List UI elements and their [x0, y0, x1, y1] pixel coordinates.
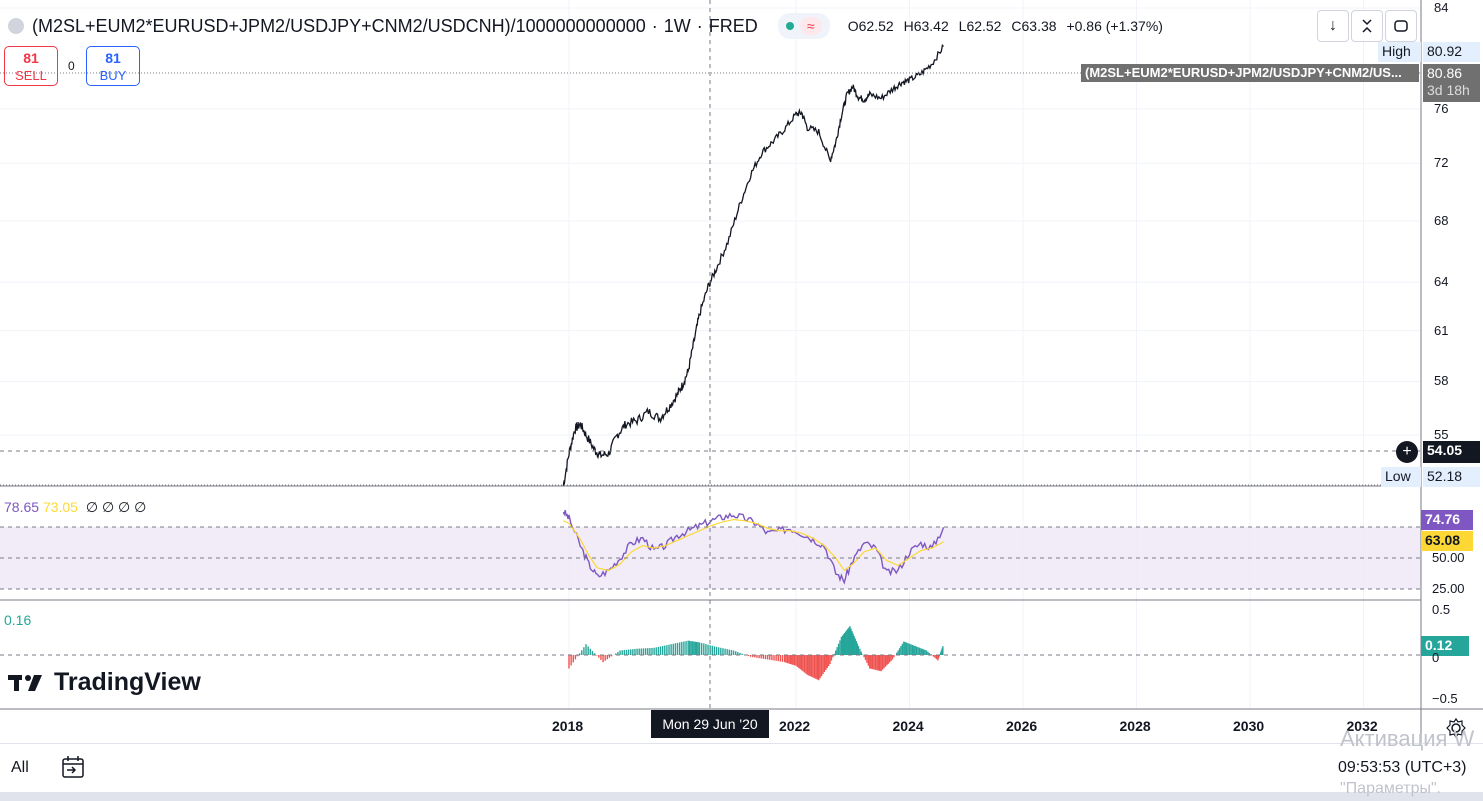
hist-tick: 0 — [1432, 650, 1440, 665]
bottom-toolbar: All 09:53:53 (UTC+3) — [0, 743, 1483, 792]
price-line-series — [562, 44, 945, 486]
tradingview-logo[interactable]: TradingView — [8, 668, 201, 697]
collapse-icon[interactable] — [1351, 10, 1383, 42]
hist-tick: 0.5 — [1432, 602, 1451, 617]
last-price-tag: 80.86 3d 18h — [1423, 64, 1480, 102]
price-tick: 55 — [1434, 427, 1449, 442]
time-tick: 2026 — [1006, 718, 1038, 734]
price-tick: 68 — [1434, 213, 1449, 229]
separator: · — [651, 15, 658, 36]
source-label: FRED — [708, 15, 758, 36]
crosshair-price-tag: 54.05 — [1423, 441, 1480, 463]
hist-value-tag: 0.12 — [1421, 636, 1469, 656]
crosshair-time-tag: Mon 29 Jun '20 — [651, 710, 769, 738]
hist-legend: 0.16 — [4, 612, 32, 628]
high-value: 80.92 — [1423, 42, 1480, 62]
ma-value-tag: 63.08 — [1421, 531, 1473, 551]
time-tick: 2030 — [1233, 718, 1265, 734]
time-tick: 2024 — [892, 718, 924, 734]
sell-button[interactable]: 81 SELL — [4, 46, 58, 86]
market-status[interactable]: ≈ — [777, 13, 830, 39]
symbol-logo-icon — [8, 18, 24, 34]
time-tick: 2022 — [779, 718, 811, 734]
high-label: High — [1378, 42, 1421, 62]
time-tick: 2028 — [1119, 718, 1151, 734]
refresh-icon[interactable] — [1385, 10, 1417, 42]
range-all-button[interactable]: All — [11, 759, 29, 776]
wave-icon: ≈ — [799, 17, 822, 35]
hist-tick: −0.5 — [1432, 691, 1458, 706]
tv-logo-icon — [8, 674, 42, 691]
rsi-ma-line — [563, 518, 944, 572]
clock[interactable]: 09:53:53 (UTC+3) — [1338, 759, 1467, 776]
rsi-series — [562, 509, 945, 585]
chart-header: (M2SL+EUM2*EURUSD+JPM2/USDJPY+CNM2/USDCN… — [0, 8, 1169, 44]
activation-watermark: Активация W — [1340, 726, 1475, 751]
plus-icon[interactable]: + — [1396, 441, 1418, 463]
buy-button[interactable]: 81 BUY — [86, 46, 140, 86]
rsi-tick: 50.00 — [1432, 550, 1465, 565]
goto-date-icon[interactable] — [60, 754, 86, 785]
bottom-strip — [0, 792, 1483, 801]
rsi-tick: 25.00 — [1432, 581, 1465, 596]
time-tick: 2032 — [1346, 718, 1378, 734]
time-tick: 2018 — [552, 718, 584, 734]
separator: · — [696, 15, 703, 36]
price-tick: 84 — [1434, 0, 1449, 15]
status-dot-icon — [785, 22, 794, 30]
series-name-tag: (M2SL+EUM2*EURUSD+JPM2/USDJPY+CNM2/US... — [1081, 64, 1419, 82]
arrow-down-icon[interactable]: ↓ — [1317, 10, 1349, 42]
activation-settings-text: "Параметры". — [1340, 780, 1442, 797]
price-tick: 61 — [1434, 322, 1449, 338]
settings-gear-icon[interactable] — [1445, 717, 1467, 739]
price-tick: 58 — [1434, 373, 1449, 389]
ohlc-values: O62.52 H63.42 L62.52 C63.38 +0.86 (+1.37… — [847, 18, 1163, 34]
price-line — [562, 44, 945, 486]
rsi-legend: 78.65 73.05 ∅ ∅ ∅ ∅ — [4, 499, 147, 515]
symbol-name[interactable]: (M2SL+EUM2*EURUSD+JPM2/USDJPY+CNM2/USDCN… — [32, 15, 646, 36]
interval-label[interactable]: 1W — [663, 15, 691, 36]
change-value: +0.86 (+1.37%) — [1066, 18, 1163, 34]
price-tick: 64 — [1434, 274, 1449, 290]
spread-value: 0 — [68, 59, 75, 73]
price-tick: 72 — [1434, 155, 1449, 171]
rsi-line — [562, 509, 945, 585]
histogram-series — [568, 626, 944, 681]
rsi-value-tag: 74.76 — [1421, 510, 1473, 530]
low-value: 52.18 — [1423, 467, 1480, 487]
low-label: Low — [1381, 467, 1421, 487]
price-tick: 76 — [1434, 100, 1449, 116]
